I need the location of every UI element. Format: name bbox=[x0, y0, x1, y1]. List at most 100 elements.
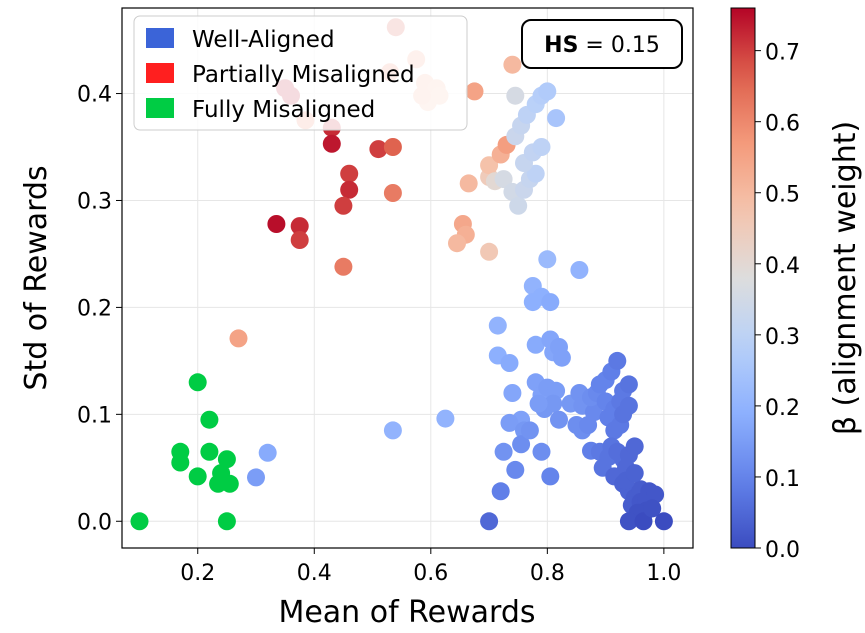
data-point bbox=[188, 467, 207, 486]
data-point bbox=[340, 164, 359, 183]
colorbar-tick-label: 0.4 bbox=[765, 254, 800, 279]
data-point bbox=[506, 460, 525, 479]
x-tick-label: 0.8 bbox=[530, 561, 565, 586]
data-point bbox=[503, 384, 522, 402]
data-point bbox=[383, 138, 402, 156]
data-point bbox=[526, 164, 545, 183]
data-point bbox=[550, 410, 568, 429]
data-point bbox=[506, 86, 525, 105]
legend-swatch-well-aligned bbox=[146, 28, 174, 48]
data-point bbox=[547, 109, 566, 128]
data-point bbox=[217, 450, 236, 469]
data-point bbox=[654, 512, 673, 531]
data-point bbox=[436, 409, 455, 428]
data-point bbox=[634, 512, 653, 531]
colorbar-tick-label: 0.0 bbox=[765, 538, 800, 563]
y-tick-label: 0.2 bbox=[77, 296, 112, 321]
data-point bbox=[509, 196, 528, 215]
legend-swatch-fully-misaligned bbox=[146, 98, 174, 118]
data-point bbox=[608, 351, 627, 370]
data-point bbox=[480, 512, 499, 531]
data-point bbox=[520, 421, 539, 440]
data-point bbox=[552, 348, 571, 367]
data-point bbox=[334, 196, 353, 215]
data-point bbox=[494, 442, 513, 461]
data-point bbox=[334, 257, 353, 276]
data-point bbox=[541, 467, 560, 486]
data-point bbox=[448, 234, 466, 253]
data-point bbox=[500, 413, 519, 432]
y-tick-label: 0.3 bbox=[77, 189, 112, 214]
data-point bbox=[459, 174, 478, 193]
data-point bbox=[491, 482, 510, 501]
data-point bbox=[258, 443, 277, 462]
data-point bbox=[340, 180, 359, 199]
data-point bbox=[465, 82, 484, 101]
data-point bbox=[200, 442, 219, 461]
x-tick-label: 0.4 bbox=[297, 561, 332, 586]
plot-frame bbox=[121, 7, 694, 549]
data-point bbox=[290, 217, 309, 236]
data-points bbox=[130, 18, 673, 531]
data-point bbox=[488, 316, 507, 335]
y-axis-ticks: 0.0 0.1 0.2 0.3 0.4 bbox=[77, 83, 122, 535]
colorbar bbox=[730, 7, 756, 549]
x-axis-label: Mean of Rewards bbox=[278, 595, 535, 630]
y-axis-label: Std of Rewards bbox=[19, 165, 54, 390]
data-point bbox=[130, 512, 149, 531]
data-point bbox=[625, 437, 644, 456]
data-point bbox=[532, 442, 551, 461]
colorbar-tick-label: 0.7 bbox=[765, 41, 800, 66]
data-point bbox=[383, 421, 402, 440]
hs-value: = 0.15 bbox=[578, 33, 659, 58]
data-point bbox=[619, 375, 638, 394]
colorbar-ticks: 0.0 0.1 0.2 0.3 0.4 0.5 0.6 0.7 bbox=[755, 41, 800, 563]
data-point bbox=[200, 410, 219, 429]
data-point bbox=[625, 464, 644, 483]
data-point bbox=[494, 170, 513, 189]
data-point bbox=[532, 138, 551, 156]
colorbar-tick-label: 0.6 bbox=[765, 112, 800, 137]
data-point bbox=[217, 512, 236, 531]
x-tick-label: 1.0 bbox=[646, 561, 681, 586]
hs-annotation-box bbox=[521, 19, 683, 69]
data-point bbox=[541, 293, 560, 312]
data-point bbox=[480, 242, 499, 261]
data-point bbox=[619, 512, 638, 531]
legend-label-partially-misaligned: Partially Misaligned bbox=[192, 62, 415, 88]
data-point bbox=[383, 184, 402, 202]
data-point bbox=[512, 435, 531, 454]
y-tick-label: 0.1 bbox=[77, 403, 112, 428]
legend-swatch-partially-misaligned bbox=[146, 63, 174, 83]
legend: Well-Aligned Partially Misaligned Fully … bbox=[133, 15, 468, 131]
hs-annotation: HS = 0.15 bbox=[521, 19, 683, 69]
data-point bbox=[646, 485, 665, 504]
data-point bbox=[188, 373, 207, 392]
colorbar-tick-label: 0.1 bbox=[765, 467, 800, 492]
data-point bbox=[322, 134, 341, 153]
colorbar-label: β (alignment weight) bbox=[828, 121, 863, 435]
data-point bbox=[290, 231, 309, 249]
data-point bbox=[538, 82, 557, 101]
colorbar-tick-label: 0.5 bbox=[765, 183, 800, 208]
data-point bbox=[229, 329, 248, 348]
legend-label-well-aligned: Well-Aligned bbox=[192, 27, 335, 53]
data-point bbox=[171, 453, 190, 472]
x-axis-ticks: 0.2 0.4 0.6 0.8 1.0 bbox=[180, 548, 681, 586]
data-point bbox=[538, 250, 557, 269]
data-point bbox=[247, 468, 265, 487]
legend-label-fully-misaligned: Fully Misaligned bbox=[192, 97, 375, 123]
data-point bbox=[619, 396, 638, 415]
y-tick-label: 0.4 bbox=[77, 83, 112, 108]
data-point bbox=[529, 394, 548, 413]
data-point bbox=[526, 335, 545, 354]
data-point bbox=[503, 55, 522, 74]
y-tick-label: 0.0 bbox=[77, 510, 112, 535]
data-point bbox=[584, 403, 603, 422]
x-tick-label: 0.6 bbox=[413, 561, 448, 586]
data-point bbox=[500, 354, 519, 372]
hs-annotation-text: HS = 0.15 bbox=[544, 33, 660, 58]
x-tick-label: 0.2 bbox=[180, 561, 215, 586]
data-point bbox=[643, 499, 662, 518]
legend-box bbox=[133, 15, 468, 131]
